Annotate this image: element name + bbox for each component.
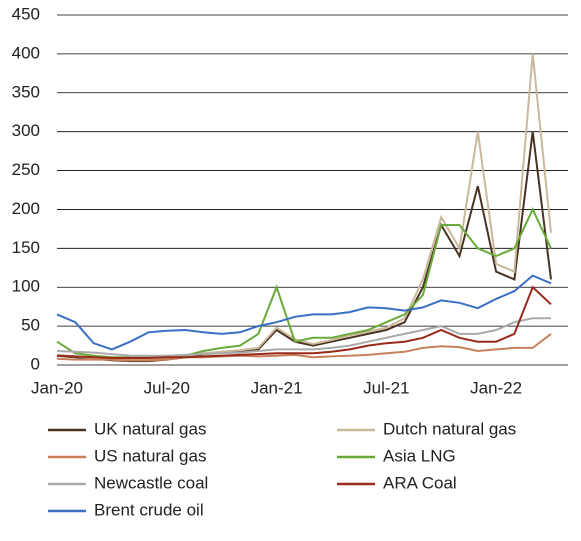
series-line [56, 333, 552, 362]
series-line [56, 53, 552, 362]
series-line [56, 207, 552, 359]
x-tick-label: Jan-22 [470, 378, 522, 397]
legend-label: Asia LNG [383, 446, 456, 465]
y-tick-label: 50 [21, 316, 40, 335]
legend-label: Newcastle coal [94, 473, 208, 492]
y-tick-label: 300 [12, 121, 40, 140]
y-tick-label: 450 [12, 4, 40, 23]
legend-label: Brent crude oil [94, 500, 204, 519]
legend-label: US natural gas [94, 446, 206, 465]
x-tick-label: Jan-21 [251, 378, 303, 397]
series-line [56, 285, 552, 359]
x-tick-label: Jul-20 [144, 378, 190, 397]
x-tick-label: Jul-21 [363, 378, 409, 397]
legend-label: ARA Coal [383, 473, 457, 492]
y-tick-label: 0 [31, 354, 40, 373]
y-tick-label: 100 [12, 277, 40, 296]
legend-label: UK natural gas [94, 419, 206, 438]
y-tick-label: 150 [12, 238, 40, 257]
y-tick-label: 250 [12, 160, 40, 179]
x-tick-label: Jan-20 [31, 378, 83, 397]
y-tick-label: 200 [12, 199, 40, 218]
series-line [56, 317, 551, 357]
y-tick-label: 400 [12, 43, 40, 62]
series-line [56, 274, 552, 351]
y-tick-label: 350 [12, 82, 40, 101]
legend-label: Dutch natural gas [383, 419, 516, 438]
